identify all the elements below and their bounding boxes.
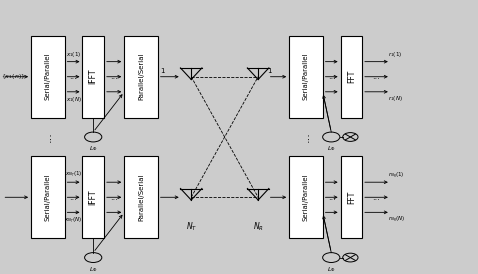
- Bar: [31, 36, 65, 118]
- Bar: [289, 36, 323, 118]
- Text: $r_1(N)$: $r_1(N)$: [388, 94, 403, 103]
- Text: $N_T$: $N_T$: [185, 221, 197, 233]
- Text: ...: ...: [301, 132, 311, 142]
- Text: $L_\Phi$: $L_\Phi$: [327, 144, 336, 153]
- Text: $x_{N_T}(1)$: $x_{N_T}(1)$: [65, 170, 82, 179]
- Text: Serial/Parallel: Serial/Parallel: [303, 173, 309, 221]
- Bar: [124, 156, 158, 238]
- Text: ...: ...: [110, 72, 118, 81]
- Text: Serial/Parallel: Serial/Parallel: [45, 173, 51, 221]
- Text: 1: 1: [268, 68, 272, 74]
- Text: ...: ...: [70, 193, 77, 202]
- Text: IFFT: IFFT: [89, 190, 98, 205]
- Text: Parallel/Serial: Parallel/Serial: [138, 173, 144, 221]
- Bar: [83, 156, 104, 238]
- Text: Parallel/Serial: Parallel/Serial: [138, 53, 144, 101]
- Text: ...: ...: [110, 193, 118, 202]
- Text: $N_R$: $N_R$: [253, 221, 263, 233]
- Text: ...: ...: [70, 72, 77, 81]
- Text: $x_1(1)$: $x_1(1)$: [66, 50, 81, 59]
- Text: $x_1(N)$: $x_1(N)$: [65, 95, 81, 104]
- Text: ...: ...: [328, 193, 336, 202]
- Text: $r_1(1)$: $r_1(1)$: [388, 50, 402, 59]
- Bar: [289, 156, 323, 238]
- Bar: [340, 36, 362, 118]
- Text: 1: 1: [160, 68, 164, 74]
- Text: ...: ...: [372, 72, 380, 81]
- Text: $\{x_1(n)\}$: $\{x_1(n)\}$: [1, 72, 26, 81]
- Text: Serial/Parallel: Serial/Parallel: [45, 53, 51, 101]
- Text: $r_{N_R}(1)$: $r_{N_R}(1)$: [388, 170, 405, 180]
- Text: $L_\Phi$: $L_\Phi$: [89, 265, 98, 273]
- Text: $L_\Phi$: $L_\Phi$: [327, 265, 336, 273]
- Bar: [31, 156, 65, 238]
- Text: $r_{N_R}(N)$: $r_{N_R}(N)$: [388, 215, 405, 224]
- Bar: [83, 36, 104, 118]
- Bar: [340, 156, 362, 238]
- Text: FFT: FFT: [347, 70, 356, 83]
- Bar: [124, 36, 158, 118]
- Text: IFFT: IFFT: [89, 69, 98, 84]
- Text: FFT: FFT: [347, 191, 356, 204]
- Text: Serial/Parallel: Serial/Parallel: [303, 53, 309, 101]
- Text: ...: ...: [372, 193, 380, 202]
- Text: $x_{N_T}(N)$: $x_{N_T}(N)$: [65, 215, 83, 225]
- Text: ...: ...: [328, 72, 336, 81]
- Text: ...: ...: [43, 132, 53, 142]
- Text: $L_\Phi$: $L_\Phi$: [89, 144, 98, 153]
